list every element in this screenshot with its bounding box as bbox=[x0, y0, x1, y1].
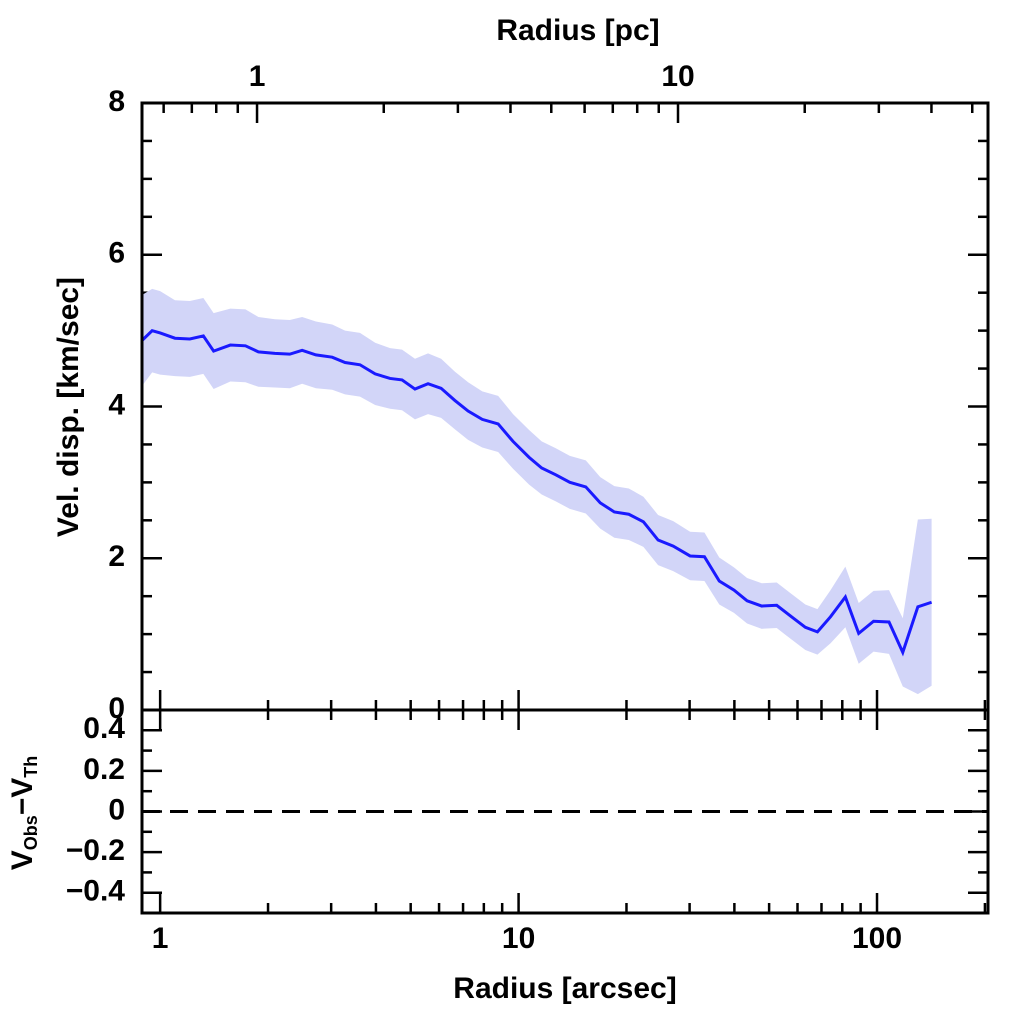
y-tick-label: 0.2 bbox=[83, 753, 125, 786]
x-tick-label: 100 bbox=[852, 922, 902, 955]
y-tick-label: 0 bbox=[108, 692, 125, 725]
y-tick-label: 4 bbox=[108, 388, 125, 421]
y-tick-label: −0.4 bbox=[66, 875, 126, 908]
y-tick-label: −0.2 bbox=[66, 834, 125, 867]
y-tick-label: 0 bbox=[108, 793, 125, 826]
y-tick-label: 0.4 bbox=[83, 712, 125, 745]
x-tick-label: 10 bbox=[502, 922, 535, 955]
y-tick-label: 8 bbox=[108, 85, 125, 118]
label-part: −V bbox=[6, 778, 39, 816]
residual-y-axis-title: VObs−VTh bbox=[6, 756, 41, 871]
error-band bbox=[142, 288, 932, 695]
x-tick-label: 1 bbox=[152, 922, 169, 955]
top-axis-title: Radius [pc] bbox=[496, 14, 659, 47]
data-line bbox=[140, 328, 933, 657]
y-axis-title: Vel. disp. [km/sec] bbox=[52, 277, 85, 537]
plot-frame bbox=[140, 101, 990, 915]
y-tick-label: 6 bbox=[108, 237, 125, 270]
label-subscript: Th bbox=[21, 756, 41, 778]
top-tick-label: 10 bbox=[661, 60, 694, 93]
label-part: V bbox=[6, 850, 39, 870]
top-tick-label: 1 bbox=[249, 60, 266, 93]
label-subscript: Obs bbox=[21, 815, 41, 850]
x-axis-title: Radius [arcsec] bbox=[453, 972, 676, 1005]
y-tick-label: 2 bbox=[108, 540, 125, 573]
